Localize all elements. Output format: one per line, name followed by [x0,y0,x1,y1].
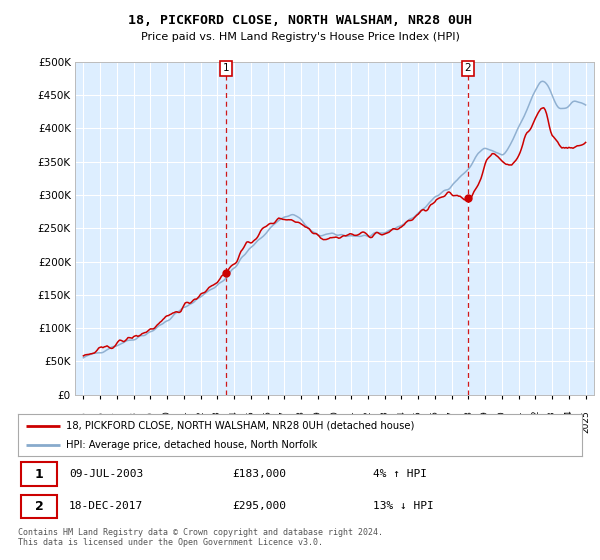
Text: Contains HM Land Registry data © Crown copyright and database right 2024.
This d: Contains HM Land Registry data © Crown c… [18,528,383,547]
Text: 1: 1 [223,63,229,73]
Text: 2009: 2009 [313,410,322,433]
Text: 1998: 1998 [129,410,138,433]
Text: 18-DEC-2017: 18-DEC-2017 [69,501,143,511]
Text: 1999: 1999 [146,410,155,433]
Text: 2015: 2015 [414,410,423,433]
Text: 2019: 2019 [481,410,490,433]
Text: 2007: 2007 [280,410,289,433]
Text: 2: 2 [464,63,471,73]
Text: 2000: 2000 [163,410,172,433]
Text: 2024: 2024 [565,410,574,432]
Text: 2023: 2023 [548,410,557,432]
FancyBboxPatch shape [21,463,58,486]
Text: Price paid vs. HM Land Registry's House Price Index (HPI): Price paid vs. HM Land Registry's House … [140,32,460,43]
Text: 09-JUL-2003: 09-JUL-2003 [69,469,143,479]
Text: 2012: 2012 [364,410,373,432]
Text: 2008: 2008 [296,410,305,433]
Text: £295,000: £295,000 [232,501,286,511]
Text: 1: 1 [35,468,44,480]
Text: 1997: 1997 [112,410,121,433]
Text: 2005: 2005 [246,410,255,433]
Text: 2016: 2016 [430,410,439,433]
Text: 2025: 2025 [581,410,590,432]
Text: 13% ↓ HPI: 13% ↓ HPI [373,501,434,511]
Text: 2014: 2014 [397,410,406,432]
Text: 2022: 2022 [531,410,540,432]
Text: 2017: 2017 [447,410,456,433]
Text: 4% ↑ HPI: 4% ↑ HPI [373,469,427,479]
FancyBboxPatch shape [21,494,58,518]
Text: 2020: 2020 [497,410,506,432]
Text: 2013: 2013 [380,410,389,433]
Text: 1996: 1996 [95,410,104,433]
Text: 2001: 2001 [179,410,188,433]
Text: 2002: 2002 [196,410,205,432]
Text: £183,000: £183,000 [232,469,286,479]
Text: 2004: 2004 [230,410,239,432]
Text: 2021: 2021 [514,410,523,432]
Text: 2018: 2018 [464,410,473,433]
Text: 2003: 2003 [213,410,222,433]
Text: 18, PICKFORD CLOSE, NORTH WALSHAM, NR28 0UH (detached house): 18, PICKFORD CLOSE, NORTH WALSHAM, NR28 … [66,421,415,431]
Text: 2010: 2010 [330,410,339,433]
Text: HPI: Average price, detached house, North Norfolk: HPI: Average price, detached house, Nort… [66,440,317,450]
Text: 2: 2 [35,500,44,513]
Text: 18, PICKFORD CLOSE, NORTH WALSHAM, NR28 0UH: 18, PICKFORD CLOSE, NORTH WALSHAM, NR28 … [128,14,472,27]
Text: 2006: 2006 [263,410,272,433]
Text: 2011: 2011 [347,410,356,433]
Text: 1995: 1995 [79,410,88,433]
